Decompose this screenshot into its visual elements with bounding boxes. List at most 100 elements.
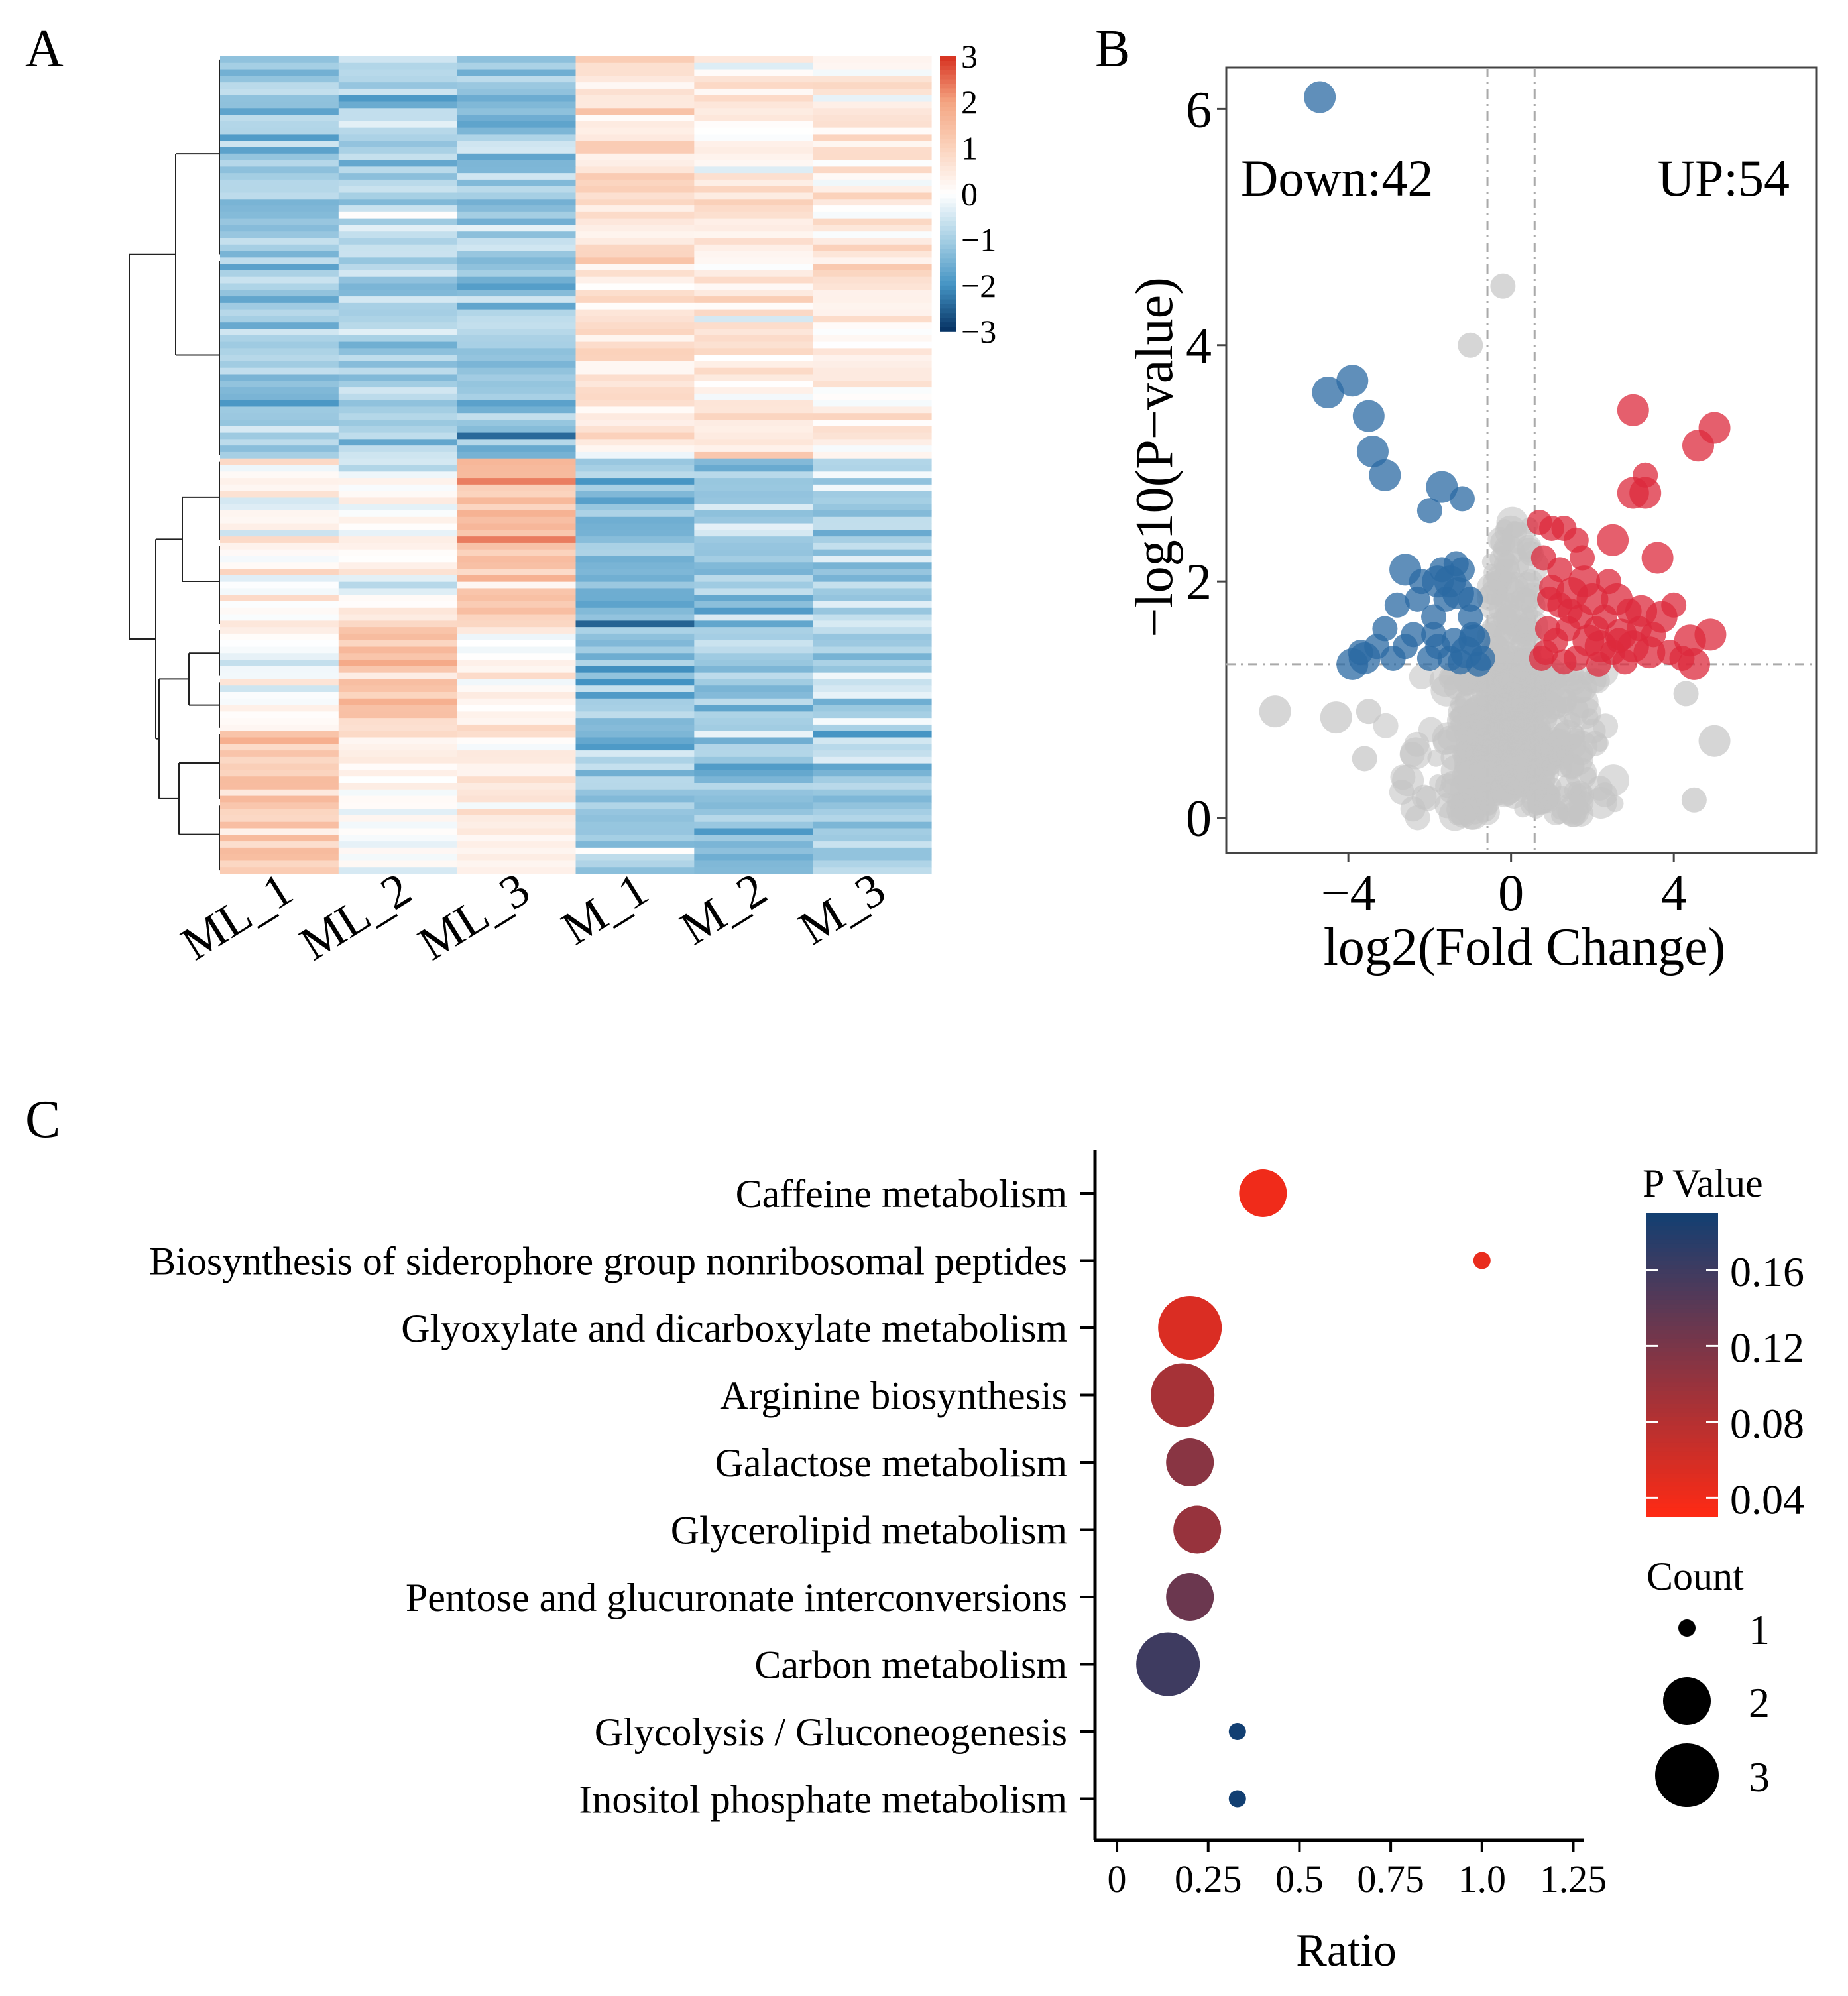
heatmap-cell (457, 420, 577, 427)
heatmap-cell (220, 724, 339, 732)
heatmap-cell (813, 698, 932, 706)
heatmap-cell (575, 549, 695, 557)
pvalue-gradient-segment (1646, 1230, 1718, 1236)
heatmap-cell (220, 238, 339, 245)
heatmap-cell (338, 770, 458, 777)
heatmap-cell (813, 329, 932, 336)
heatmap-cell (220, 160, 339, 167)
colorbar-tick-label: −2 (961, 267, 996, 304)
heatmap-cell (220, 698, 339, 706)
heatmap-cell (457, 147, 577, 154)
heatmap-cell (575, 653, 695, 660)
heatmap-cell (813, 302, 932, 310)
heatmap-cell (694, 95, 813, 103)
volcano-point-down (1409, 569, 1434, 595)
heatmap-cell (220, 835, 339, 842)
heatmap-cell (694, 329, 813, 336)
heatmap-cell (338, 238, 458, 245)
heatmap-cell (575, 471, 695, 479)
volcano-point-ns (1673, 681, 1699, 707)
heatmap-cell (694, 199, 813, 206)
heatmap-cell (813, 627, 932, 634)
heatmap-cell (457, 192, 577, 200)
heatmap-cell (813, 374, 932, 381)
heatmap-cell (813, 523, 932, 530)
heatmap-cell (457, 744, 577, 751)
heatmap-cell (457, 244, 577, 252)
heatmap-cell (575, 179, 695, 187)
volcano-up-count: UP:54 (1658, 149, 1790, 207)
volcano-point-up (1584, 616, 1609, 642)
heatmap-cell (220, 127, 339, 135)
colorbar-segment (940, 235, 956, 241)
heatmap-cell (338, 387, 458, 394)
heatmap-cell (220, 731, 339, 738)
heatmap-cell (220, 685, 339, 693)
heatmap-cell (813, 335, 932, 343)
pathway-label: Glyoxylate and dicarboxylate metabolism (401, 1307, 1067, 1350)
heatmap-cell (575, 251, 695, 258)
pvalue-gradient-segment (1646, 1512, 1718, 1517)
heatmap-cell (220, 737, 339, 744)
heatmap-cell (813, 718, 932, 725)
heatmap-cell (338, 581, 458, 589)
pvalue-gradient-segment (1646, 1213, 1718, 1218)
volcano-point-ns (1556, 748, 1574, 766)
colorbar-segment (940, 212, 956, 217)
heatmap-cell (220, 581, 339, 589)
volcano-point-ns (1390, 764, 1416, 790)
heatmap-cell (220, 497, 339, 504)
heatmap-cell (457, 763, 577, 771)
volcano-point-ns (1259, 695, 1291, 728)
volcano-point-up (1641, 542, 1674, 574)
heatmap-cell (813, 491, 932, 499)
heatmap-cell (457, 108, 577, 115)
heatmap-cell (813, 192, 932, 200)
heatmap-cell (575, 361, 695, 369)
heatmap-cell (694, 530, 813, 537)
heatmap-cell (338, 290, 458, 297)
volcano-point-ns (1466, 770, 1498, 801)
heatmap-cell (694, 724, 813, 732)
heatmap-cell (220, 705, 339, 712)
pvalue-gradient-segment (1646, 1308, 1718, 1314)
volcano-y-tick-label: 0 (1186, 790, 1212, 847)
heatmap-panel: ML_1ML_2ML_3 M_1 M_2 M_3 3 2 1 0 −1 −2 −3 (129, 38, 996, 970)
heatmap-cell (338, 510, 458, 518)
volcano-point-ns (1458, 332, 1483, 358)
heatmap-cell (457, 802, 577, 809)
heatmap-cell (338, 776, 458, 784)
volcano-point-down (1421, 604, 1447, 630)
heatmap-cell (694, 400, 813, 408)
volcano-point-down (1433, 586, 1459, 612)
heatmap-cell (220, 562, 339, 569)
heatmap-cell (813, 355, 932, 362)
heatmap-cell (813, 290, 932, 297)
heatmap-cell (813, 225, 932, 232)
heatmap-cell (694, 685, 813, 693)
heatmap-cell (457, 290, 577, 297)
heatmap-cell (694, 290, 813, 297)
heatmap-cell (457, 62, 577, 70)
heatmap-cell (813, 108, 932, 115)
heatmap-cell (813, 101, 932, 109)
heatmap-cell (220, 283, 339, 290)
heatmap-cell (575, 750, 695, 758)
pathway-label: Caffeine metabolism (736, 1172, 1067, 1216)
heatmap-cell (694, 108, 813, 115)
heatmap-cell (694, 69, 813, 76)
bubble-x-axis-label: Ratio (1296, 1925, 1397, 1976)
heatmap-cell (813, 153, 932, 161)
heatmap-cell (220, 770, 339, 777)
bubble-x-tick-label: 1.0 (1458, 1857, 1507, 1901)
heatmap-cell (575, 341, 695, 349)
heatmap-cell (575, 504, 695, 511)
volcano-down-count: Down:42 (1241, 149, 1433, 207)
colorbar-segment (940, 134, 956, 140)
heatmap-cell (694, 536, 813, 544)
heatmap-cell (694, 276, 813, 284)
heatmap-cell (457, 821, 577, 829)
heatmap-cell (813, 821, 932, 829)
heatmap-cell (457, 218, 577, 226)
pvalue-gradient-segment (1646, 1438, 1718, 1444)
